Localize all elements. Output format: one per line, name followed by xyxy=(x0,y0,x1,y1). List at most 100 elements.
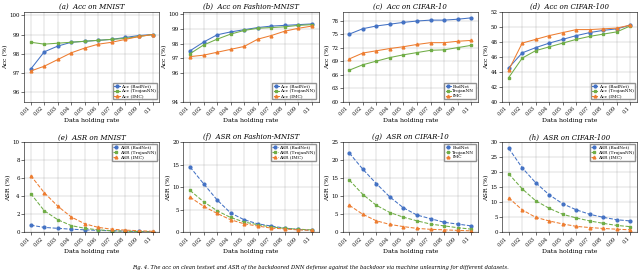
Acc (BadNet) xyxy=(108,38,116,41)
Y-axis label: Acc (%): Acc (%) xyxy=(3,44,8,69)
Line: Acc (BadNet): Acc (BadNet) xyxy=(508,24,632,69)
Acc (TrojanNN) xyxy=(227,32,234,36)
BadNet xyxy=(399,21,407,24)
TrojanNN xyxy=(440,48,448,52)
ASR (IMC) xyxy=(559,222,566,225)
ASR (BadNet) xyxy=(40,226,48,229)
Acc (IMC) xyxy=(135,35,143,38)
BadNet xyxy=(372,182,380,185)
Line: Acc (IMC): Acc (IMC) xyxy=(508,24,632,72)
TrojanNN xyxy=(372,204,380,207)
Acc (BadNet) xyxy=(122,36,129,39)
Acc (BadNet) xyxy=(545,42,553,45)
TrojanNN xyxy=(440,224,448,228)
Acc (IMC) xyxy=(254,38,262,41)
ASR (IMC) xyxy=(148,230,156,233)
Acc (BadNet) xyxy=(627,23,634,27)
ASR (TrojanNN) xyxy=(613,224,621,227)
TrojanNN xyxy=(413,51,421,54)
Acc (IMC) xyxy=(532,38,540,41)
TrojanNN xyxy=(427,222,435,226)
BadNet xyxy=(359,168,367,171)
ASR (BadNet) xyxy=(241,218,248,221)
IMC xyxy=(454,40,461,43)
ASR (BadNet) xyxy=(600,216,607,219)
Acc (TrojanNN) xyxy=(241,29,248,32)
BadNet xyxy=(346,32,353,36)
Title: (f)  ASR on Fashion-MNIST: (f) ASR on Fashion-MNIST xyxy=(203,133,299,141)
Acc (BadNet) xyxy=(27,68,35,71)
TrojanNN xyxy=(386,211,394,214)
Acc (IMC) xyxy=(67,51,75,55)
Acc (TrojanNN) xyxy=(532,49,540,52)
IMC xyxy=(454,229,461,232)
ASR (BadNet) xyxy=(122,230,129,233)
Acc (BadNet) xyxy=(294,23,302,26)
Acc (TrojanNN) xyxy=(122,37,129,40)
IMC xyxy=(427,228,435,231)
Acc (IMC) xyxy=(200,53,207,57)
ASR (TrojanNN) xyxy=(148,230,156,234)
Acc (IMC) xyxy=(213,51,221,54)
IMC xyxy=(359,51,367,55)
ASR (BadNet) xyxy=(254,222,262,225)
X-axis label: Data holding rate: Data holding rate xyxy=(64,118,119,123)
ASR (IMC) xyxy=(586,226,594,229)
ASR (BadNet) xyxy=(148,230,156,233)
TrojanNN xyxy=(372,59,380,63)
Line: Acc (IMC): Acc (IMC) xyxy=(189,25,313,58)
ASR (TrojanNN) xyxy=(559,213,566,216)
ASR (IMC) xyxy=(505,196,513,200)
Acc (IMC) xyxy=(40,65,48,68)
ASR (TrojanNN) xyxy=(532,199,540,202)
Title: (c)  Acc on CIFAR-10: (c) Acc on CIFAR-10 xyxy=(373,3,447,11)
ASR (IMC) xyxy=(294,228,302,231)
Acc (TrojanNN) xyxy=(27,40,35,44)
X-axis label: Data holding rate: Data holding rate xyxy=(542,249,597,254)
ASR (IMC) xyxy=(627,228,634,231)
ASR (BadNet) xyxy=(281,227,289,230)
Acc (IMC) xyxy=(241,45,248,48)
ASR (TrojanNN) xyxy=(54,218,61,221)
ASR (BadNet) xyxy=(227,211,234,215)
IMC xyxy=(372,49,380,52)
BadNet xyxy=(386,23,394,26)
ASR (IMC) xyxy=(200,205,207,208)
ASR (TrojanNN) xyxy=(268,225,275,229)
Acc (BadNet) xyxy=(600,29,607,32)
Acc (BadNet) xyxy=(281,24,289,27)
Acc (TrojanNN) xyxy=(308,23,316,26)
ASR (IMC) xyxy=(81,222,89,225)
Acc (IMC) xyxy=(613,26,621,30)
BadNet xyxy=(427,19,435,22)
Acc (BadNet) xyxy=(148,33,156,36)
Line: ASR (BadNet): ASR (BadNet) xyxy=(189,166,313,232)
ASR (BadNet) xyxy=(586,213,594,216)
Acc (TrojanNN) xyxy=(135,35,143,38)
ASR (TrojanNN) xyxy=(200,200,207,203)
BadNet xyxy=(467,224,475,228)
BadNet xyxy=(427,217,435,220)
ASR (BadNet) xyxy=(213,198,221,201)
IMC xyxy=(359,213,367,216)
Acc (TrojanNN) xyxy=(200,43,207,47)
Line: ASR (IMC): ASR (IMC) xyxy=(189,196,313,232)
Acc (TrojanNN) xyxy=(67,40,75,44)
Acc (TrojanNN) xyxy=(600,32,607,36)
Title: (d)  Acc on CIFAR-100: (d) Acc on CIFAR-100 xyxy=(530,3,609,11)
Acc (BadNet) xyxy=(505,66,513,69)
ASR (TrojanNN) xyxy=(227,216,234,219)
ASR (TrojanNN) xyxy=(600,222,607,225)
Acc (TrojanNN) xyxy=(518,56,526,60)
Line: ASR (BadNet): ASR (BadNet) xyxy=(29,224,154,233)
Acc (BadNet) xyxy=(573,34,580,37)
Acc (BadNet) xyxy=(586,31,594,34)
Y-axis label: ASR (%): ASR (%) xyxy=(325,174,330,201)
BadNet xyxy=(440,19,448,22)
BadNet xyxy=(346,151,353,155)
Acc (TrojanNN) xyxy=(254,27,262,30)
ASR (IMC) xyxy=(186,195,194,199)
ASR (TrojanNN) xyxy=(586,219,594,222)
Legend: BadNet, TrojanNN, IMC: BadNet, TrojanNN, IMC xyxy=(444,83,476,99)
Acc (IMC) xyxy=(108,40,116,44)
